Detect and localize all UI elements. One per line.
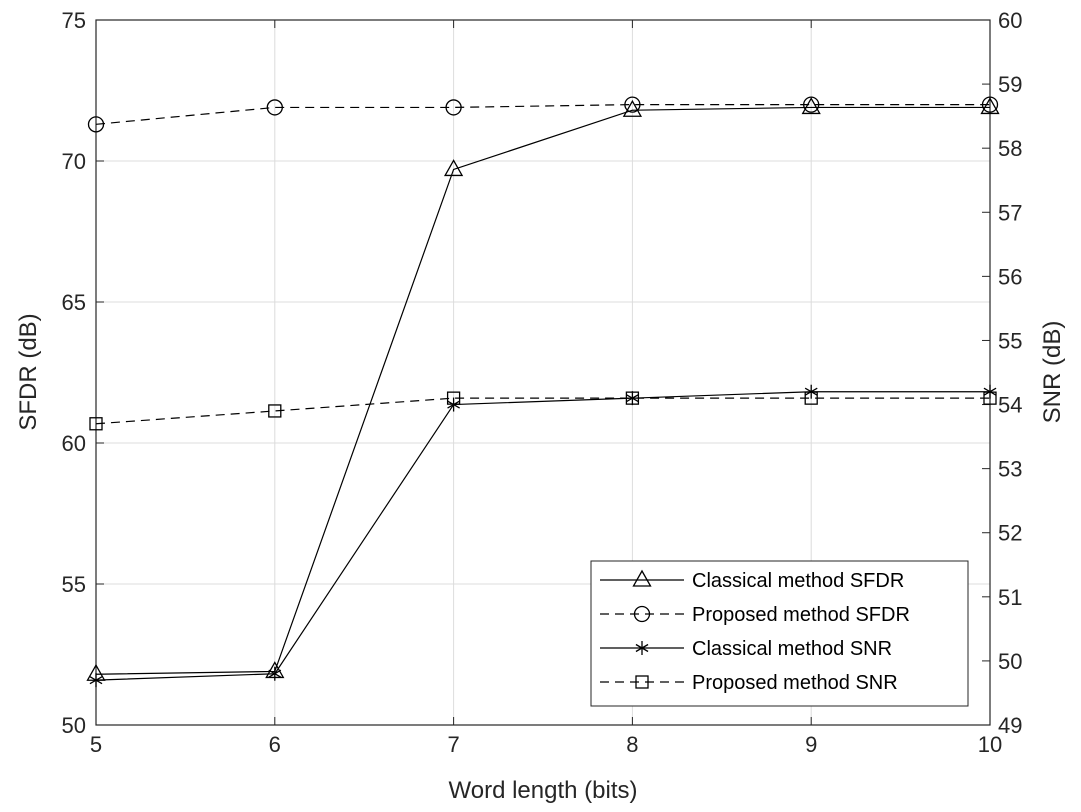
legend-label: Classical method SNR bbox=[692, 638, 892, 660]
y-tick-label-right: 50 bbox=[998, 649, 1022, 674]
series-layer bbox=[86, 96, 1000, 688]
y-tick-label-left: 55 bbox=[62, 572, 86, 597]
data-point bbox=[268, 404, 282, 418]
axis-ticks: 5 6 7 8 9 10505560657075495051525354555657585… bbox=[62, 8, 1023, 757]
y-tick-label-left: 50 bbox=[62, 713, 86, 738]
y-tick-label-left: 60 bbox=[62, 431, 86, 456]
y-tick-label-right: 51 bbox=[998, 585, 1022, 610]
series-2 bbox=[87, 96, 999, 133]
series-line bbox=[95, 397, 990, 425]
data-point bbox=[980, 97, 1000, 115]
y-tick-label-right: 59 bbox=[998, 72, 1022, 97]
series-line bbox=[95, 391, 990, 681]
data-point bbox=[801, 97, 821, 115]
y-tick-label-right: 55 bbox=[998, 328, 1022, 353]
legend-marker bbox=[635, 641, 649, 655]
data-point bbox=[626, 391, 639, 406]
y-tick-label-right: 49 bbox=[998, 713, 1022, 738]
data-point bbox=[804, 391, 818, 405]
y-tick-label-right: 56 bbox=[998, 264, 1022, 289]
y-tick-label-left: 70 bbox=[62, 149, 86, 174]
x-axis-label: Word length (bits) bbox=[449, 777, 638, 804]
y-tick-label-left: 65 bbox=[62, 290, 86, 315]
data-point bbox=[89, 417, 103, 431]
y-tick-label-right: 58 bbox=[998, 136, 1022, 161]
y-axis-label-right: SNR (dB) bbox=[1039, 321, 1066, 424]
data-point bbox=[446, 391, 461, 405]
legend-label: Proposed method SNR bbox=[692, 672, 898, 694]
legend-entry: Proposed method SNR bbox=[600, 672, 898, 694]
y-tick-label-right: 54 bbox=[998, 393, 1022, 418]
data-point bbox=[625, 391, 640, 405]
data-point bbox=[983, 391, 997, 405]
data-point bbox=[624, 96, 641, 113]
y-tick-label-right: 52 bbox=[998, 521, 1022, 546]
data-point bbox=[443, 159, 464, 177]
legend-entry: Proposed method SFDR bbox=[600, 604, 910, 626]
data-point bbox=[981, 96, 999, 113]
data-point bbox=[87, 116, 105, 133]
y-axis-label-left: SFDR (dB) bbox=[15, 313, 42, 430]
legend-marker bbox=[632, 569, 652, 587]
series-line bbox=[95, 106, 990, 675]
y-tick-label-right: 57 bbox=[998, 200, 1022, 225]
grid bbox=[96, 20, 990, 725]
data-point bbox=[622, 99, 643, 117]
legend-label: Classical method SFDR bbox=[692, 570, 904, 592]
x-tick-label: 9 bbox=[805, 732, 817, 757]
legend-entry: Classical method SFDR bbox=[600, 569, 904, 592]
x-tick-label: 5 bbox=[90, 732, 102, 757]
x-tick-label: 7 bbox=[447, 732, 459, 757]
y-tick-label-right: 60 bbox=[998, 8, 1022, 33]
x-tick-label: 10 bbox=[978, 732, 1002, 757]
data-point bbox=[268, 666, 282, 681]
plot-frame bbox=[95, 19, 991, 726]
legend-marker bbox=[633, 605, 651, 623]
series-1 bbox=[86, 97, 1000, 681]
y-tick-label-left: 75 bbox=[62, 8, 86, 33]
series-4 bbox=[89, 391, 997, 431]
data-point bbox=[803, 96, 820, 113]
legend: Classical method SFDR Proposed method SFD… bbox=[590, 560, 969, 707]
data-point bbox=[445, 99, 462, 116]
legend-marker bbox=[635, 675, 649, 689]
x-tick-label: 6 bbox=[269, 732, 281, 757]
data-point bbox=[266, 99, 283, 116]
series-3 bbox=[89, 384, 997, 688]
y-tick-label-right: 53 bbox=[998, 457, 1022, 482]
legend-entry: Classical method SNR bbox=[600, 638, 892, 660]
data-point bbox=[89, 673, 103, 688]
legend-label: Proposed method SFDR bbox=[692, 604, 910, 626]
x-tick-label: 8 bbox=[626, 732, 638, 757]
